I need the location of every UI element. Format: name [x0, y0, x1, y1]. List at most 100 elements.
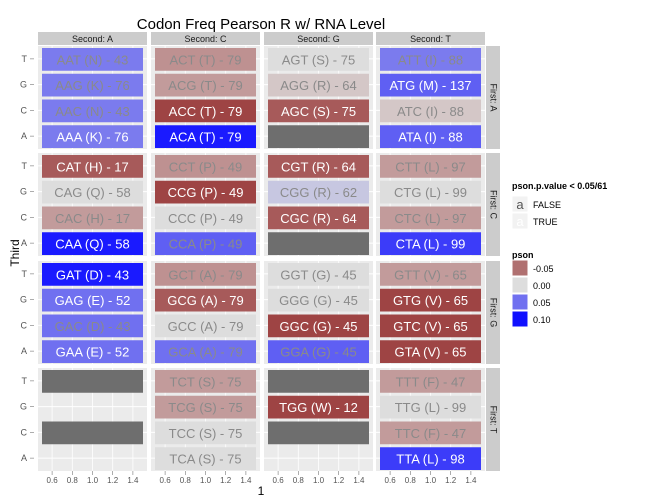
cell-label: TGG (W) - 12 — [279, 400, 358, 415]
heatmap-cell — [380, 206, 481, 230]
cell-label: GCC (A) - 79 — [168, 319, 244, 334]
legend-pvalue-glyph: a — [516, 214, 524, 229]
heatmap-cell — [268, 340, 369, 363]
cell-label: GCA (A) - 79 — [168, 345, 242, 360]
heatmap-cell — [268, 370, 369, 393]
cell-label: TCA (S) - 75 — [169, 452, 241, 467]
heatmap-cell — [268, 206, 369, 230]
cell-label: CTC (L) - 97 — [394, 211, 466, 226]
x-tick-label: 1.0 — [313, 476, 325, 485]
facet-panels: Second: A Second: C Second: G Second: T Firs… — [20, 32, 500, 485]
cell-label: GAA (E) - 52 — [56, 345, 130, 360]
heatmap-cell — [155, 180, 256, 204]
heatmap-cell — [380, 155, 481, 178]
cell-label: CTA (L) - 99 — [396, 237, 466, 252]
y-tick-label: C — [21, 320, 28, 330]
heatmap-cell — [155, 99, 256, 123]
heatmap-cell — [42, 125, 143, 148]
cell-label: CTG (L) - 99 — [394, 185, 467, 200]
y-tick-label: C — [21, 212, 28, 222]
y-tick-label: A — [21, 131, 27, 141]
heatmap-cell — [155, 232, 256, 255]
legend-pvalue-title: pson.p.value < 0.05/61 — [512, 181, 607, 191]
heatmap-cell — [155, 395, 256, 419]
y-tick-label: C — [21, 105, 28, 115]
x-tick-label: 1.4 — [240, 476, 252, 485]
heatmap-cell — [380, 447, 481, 470]
heatmap-cell — [42, 206, 143, 230]
heatmap-cell — [380, 263, 481, 286]
heatmap-cell — [268, 232, 369, 255]
x-tick-label: 1.2 — [107, 476, 119, 485]
heatmap-cell — [268, 180, 369, 204]
y-tick-label: C — [21, 427, 28, 437]
cell-label: AAC (N) - 43 — [55, 104, 129, 119]
legend-pvalue-key — [511, 212, 529, 230]
legend-pson-key — [511, 310, 529, 328]
heatmap-cell — [380, 370, 481, 393]
y-tick-label: G — [20, 187, 27, 197]
heatmap-cell — [380, 73, 481, 97]
heatmap-cell — [268, 263, 369, 286]
row-facet-strip — [486, 368, 500, 471]
legend-pvalue-glyph: a — [516, 197, 524, 212]
cell-label: ACC (T) - 79 — [169, 104, 243, 119]
x-tick-label: 1.4 — [127, 476, 139, 485]
legend-pson-label: 0.05 — [533, 298, 551, 308]
x-tick-label: 0.8 — [293, 476, 305, 485]
cell-label: GGT (G) - 45 — [280, 267, 356, 282]
heatmap-cell — [268, 288, 369, 312]
heatmap-cell — [42, 155, 143, 178]
y-tick-label: T — [22, 269, 28, 279]
cell-label: AGC (S) - 75 — [281, 104, 356, 119]
heatmap-cell — [380, 99, 481, 123]
cell-label: CGC (R) - 64 — [280, 211, 357, 226]
cell-label: GTG (V) - 65 — [393, 293, 468, 308]
heatmap-cell — [268, 314, 369, 338]
cell-label: AAT (N) - 43 — [57, 52, 129, 67]
legend-pson-label: 0.10 — [533, 315, 551, 325]
x-tick-label: 1.0 — [200, 476, 212, 485]
x-tick-label: 1.2 — [220, 476, 232, 485]
y-tick-label: G — [20, 80, 27, 90]
legend-pson-label: 0.00 — [533, 281, 551, 291]
x-tick-label: 0.6 — [160, 476, 172, 485]
heatmap-cell — [268, 395, 369, 419]
cell-label: TCT (S) - 75 — [170, 374, 242, 389]
heatmap-cell — [380, 125, 481, 148]
cell-label: AGT (S) - 75 — [282, 52, 355, 67]
heatmap-cell — [380, 288, 481, 312]
heatmap-cell — [268, 125, 369, 148]
heatmap-cell — [155, 447, 256, 470]
chart-title: Codon Freq Pearson R w/ RNA Level — [137, 16, 385, 33]
x-tick-label: 1.0 — [425, 476, 437, 485]
cell-label: AAA (K) - 76 — [56, 130, 128, 145]
heatmap-cell — [268, 73, 369, 97]
heatmap-cell — [42, 263, 143, 286]
cell-label: GCG (A) - 79 — [167, 293, 244, 308]
heatmap-cell — [155, 370, 256, 393]
x-tick-label: 0.8 — [405, 476, 417, 485]
heatmap-cell — [380, 232, 481, 255]
cell-label: GGC (G) - 45 — [279, 319, 357, 334]
heatmap-cell — [155, 288, 256, 312]
y-tick-label: G — [20, 402, 27, 412]
cell-label: TTA (L) - 98 — [396, 452, 464, 467]
heatmap-cell — [42, 48, 143, 71]
cell-label: ACT (T) - 79 — [170, 52, 242, 67]
cell-label: GTC (V) - 65 — [393, 319, 467, 334]
cell-label: ATT (I) - 88 — [398, 52, 463, 67]
cell-label: AAG (K) - 76 — [55, 78, 129, 93]
x-tick-label: 1.4 — [353, 476, 365, 485]
heatmap-cell — [380, 180, 481, 204]
heatmap-cell — [268, 99, 369, 123]
row-facet-label: First: C — [489, 190, 499, 219]
cell-label: GTA (V) - 65 — [395, 345, 467, 360]
cell-label: CCC (P) - 49 — [168, 211, 243, 226]
x-tick-label: 1.2 — [445, 476, 457, 485]
cell-label: CAC (H) - 17 — [55, 211, 130, 226]
y-tick-label: T — [22, 376, 28, 386]
heatmap-cell — [155, 48, 256, 71]
col-facet-strip — [38, 32, 147, 45]
cell-label: TTC (F) - 47 — [395, 426, 467, 441]
